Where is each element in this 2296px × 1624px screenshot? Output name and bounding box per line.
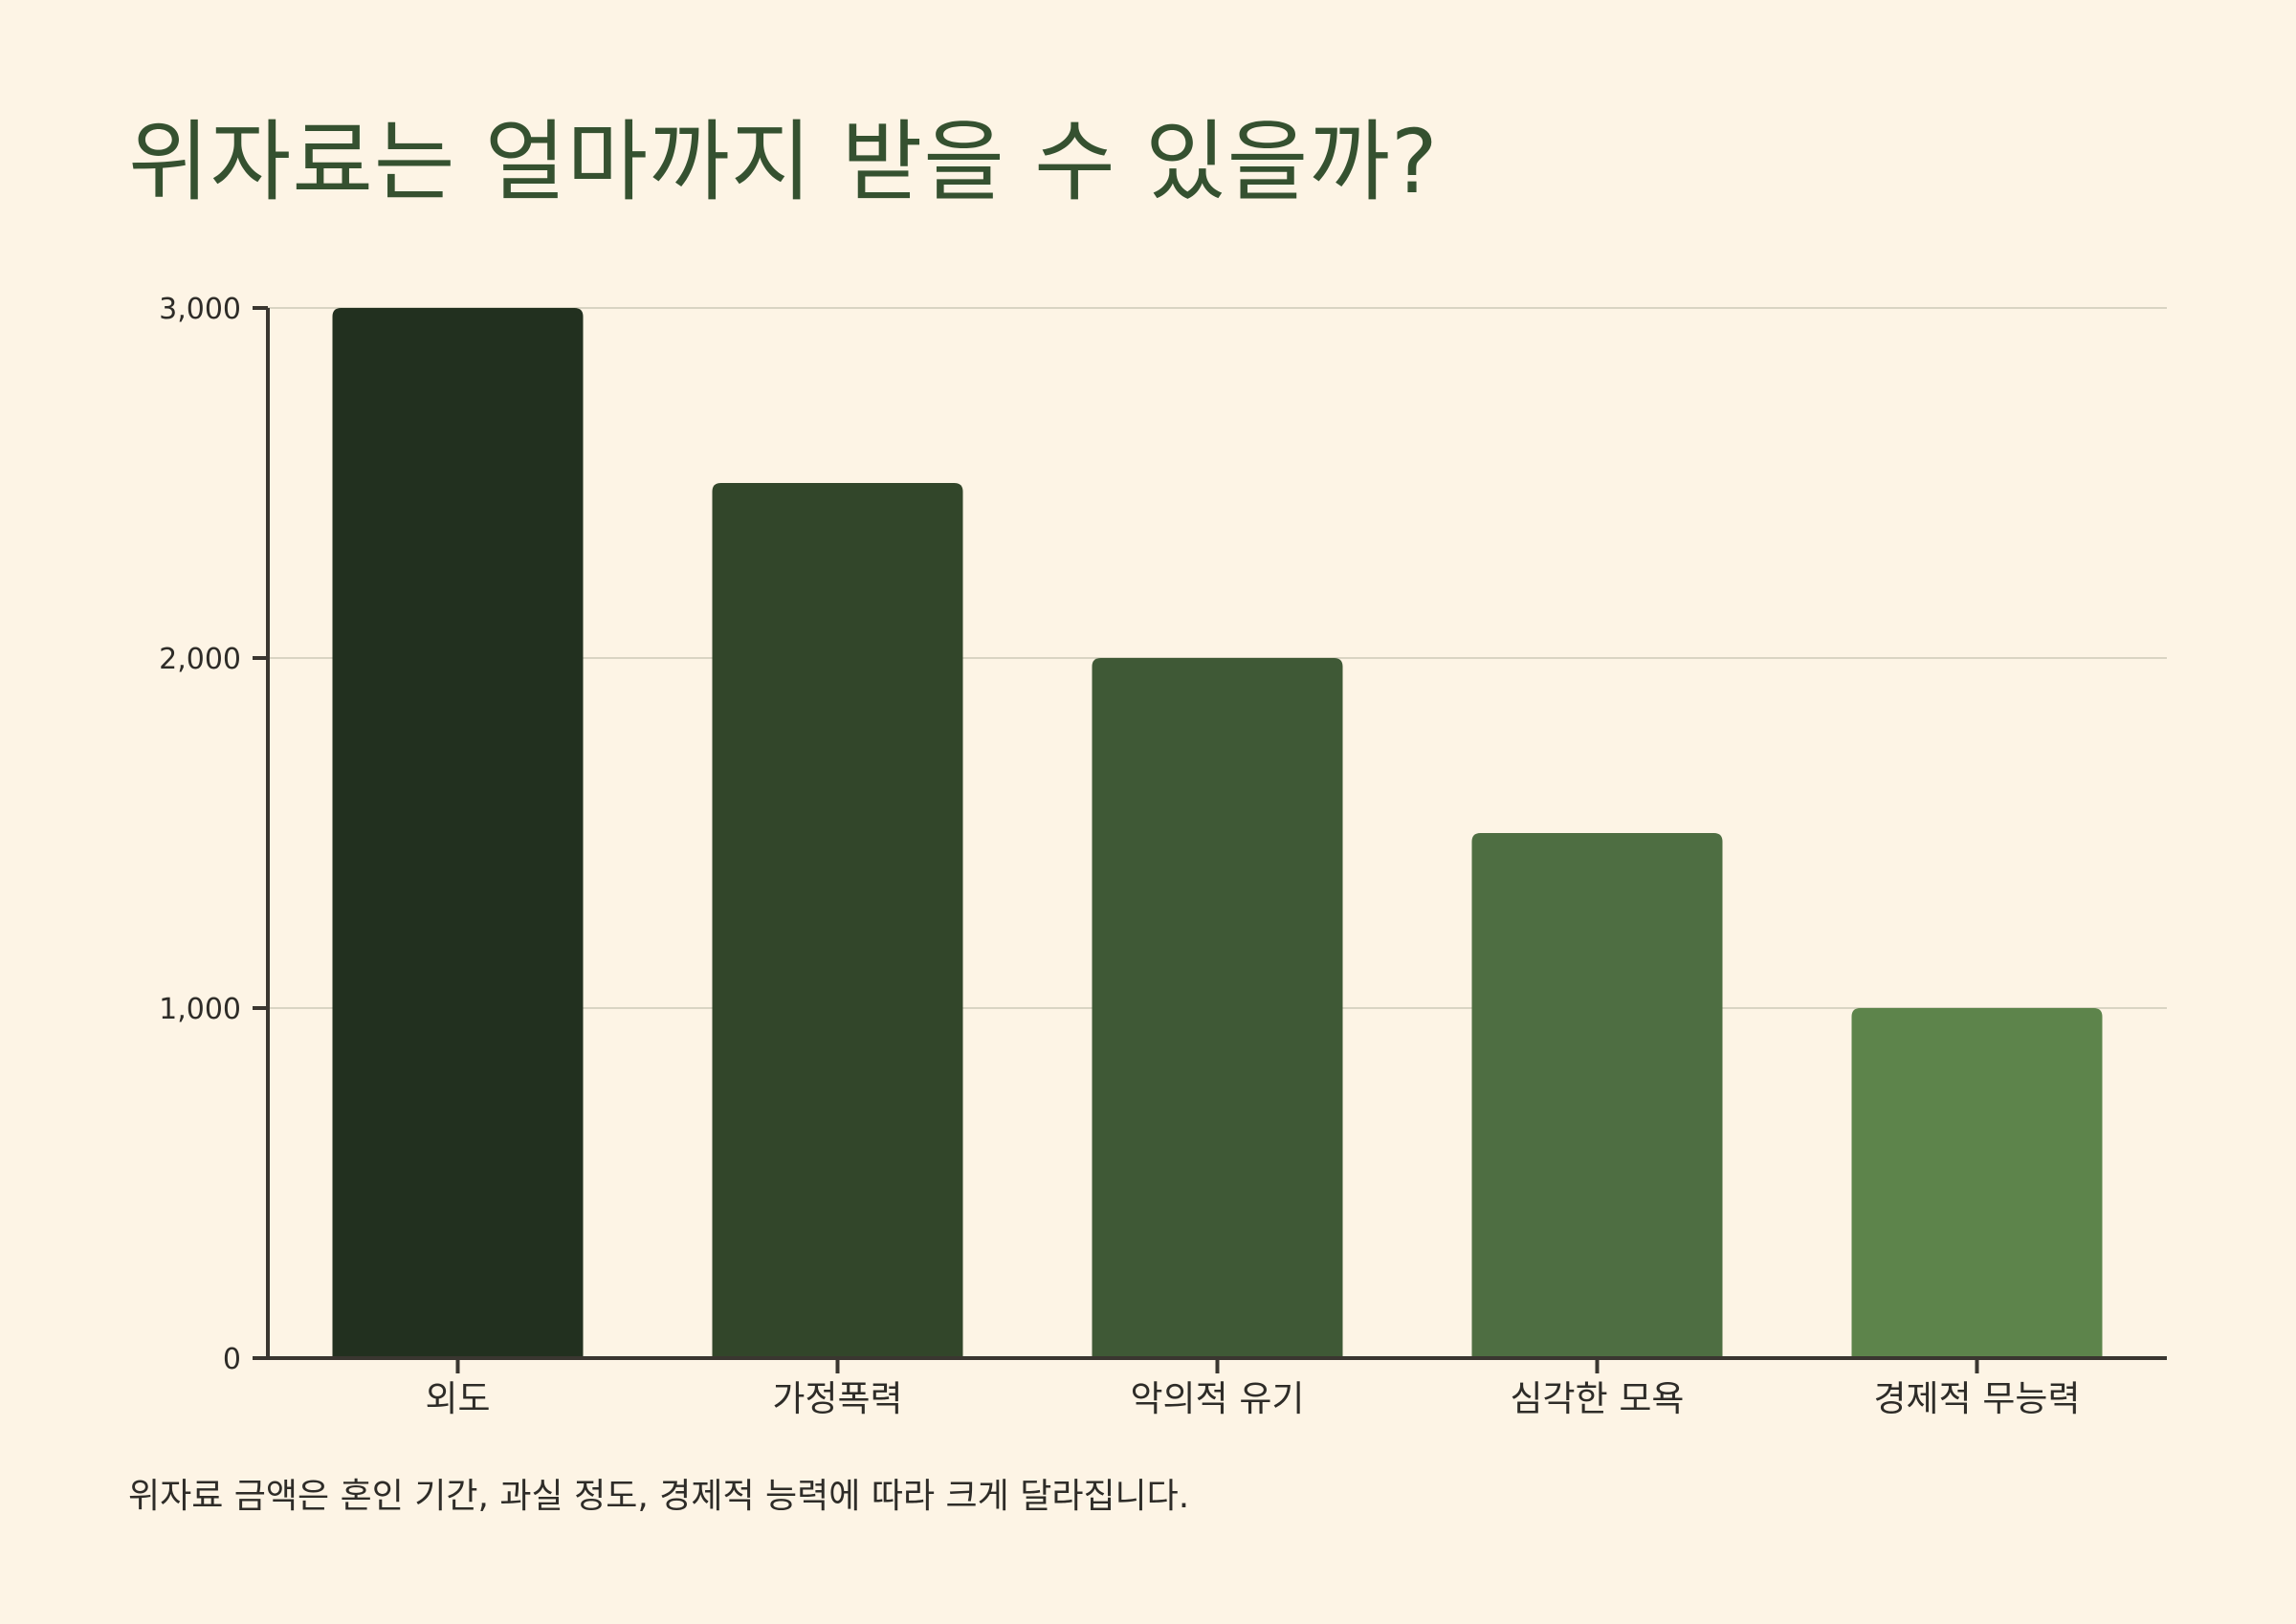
bars xyxy=(332,308,2103,1358)
x-tick-label: 악의적 유기 xyxy=(1131,1378,1305,1419)
x-tick-label: 경제적 무능력 xyxy=(1873,1378,2080,1419)
y-tick-label: 2,000 xyxy=(159,643,241,676)
chart-caption: 위자료 금액은 혼인 기간, 과실 정도, 경제적 능력에 따라 크게 달라집니… xyxy=(128,1477,1190,1516)
bar-5 xyxy=(1851,1008,2103,1358)
bar-3 xyxy=(1092,658,1343,1358)
bar-2 xyxy=(712,483,963,1358)
bar-4 xyxy=(1471,833,1723,1358)
bar-1 xyxy=(332,308,584,1358)
y-tick-label: 3,000 xyxy=(159,293,241,326)
x-tick-label: 외도 xyxy=(425,1378,490,1419)
x-tick-label: 심각한 모욕 xyxy=(1511,1378,1685,1419)
y-tick-label: 1,000 xyxy=(159,993,241,1026)
x-tick-label: 가정폭력 xyxy=(772,1378,902,1419)
tick-labels: 0 1,000 2,000 3,000 외도 가정폭력 악의적 유기 심각한 모욕 경제적 무능… xyxy=(159,293,2080,1419)
axes xyxy=(253,306,2167,1373)
y-tick-label: 0 xyxy=(223,1343,241,1376)
chart-title: 위자료는 얼마까지 받을 수 있을까? xyxy=(128,111,1439,213)
